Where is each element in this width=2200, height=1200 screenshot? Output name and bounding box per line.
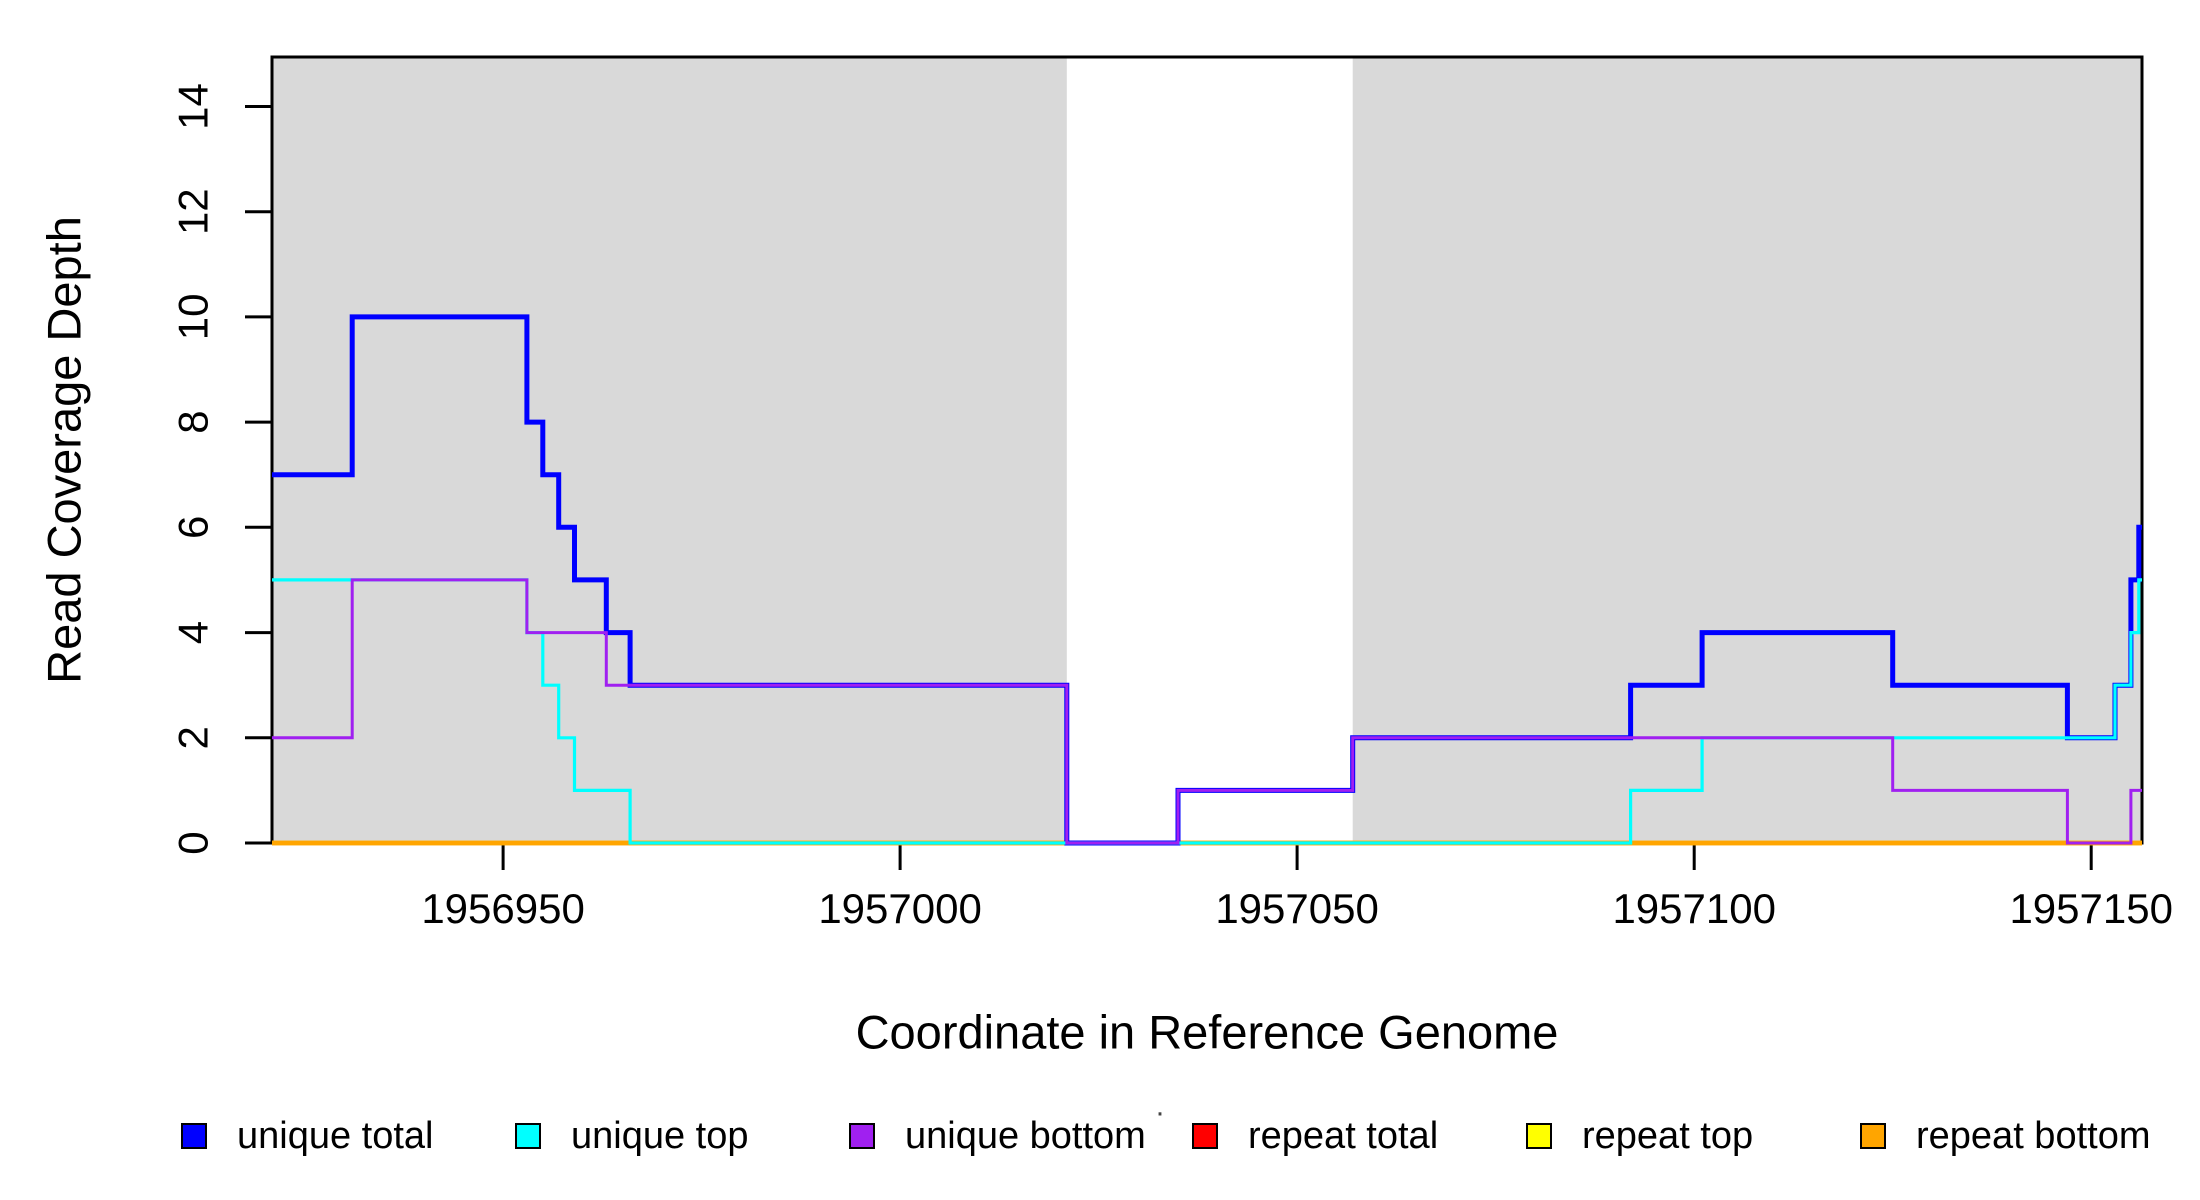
legend-label-unique-bottom: unique bottom — [905, 1114, 1146, 1157]
x-tick-label: 1956950 — [421, 885, 585, 932]
legend-label-unique-total: unique total — [237, 1114, 434, 1157]
y-tick-label: 4 — [170, 621, 217, 644]
x-tick-label: 1957100 — [1612, 885, 1776, 932]
legend-swatch-repeat-bottom — [1860, 1123, 1886, 1149]
legend-label-unique-top: unique top — [571, 1114, 749, 1157]
y-tick-label: 6 — [170, 516, 217, 539]
series-unique-bottom — [272, 578, 2142, 845]
shaded-region-right — [1352, 57, 2142, 843]
x-tick-label: 1957150 — [2009, 885, 2173, 932]
legend-label-repeat-total: repeat total — [1248, 1114, 1439, 1157]
legend-item-unique-bottom: unique bottom — [849, 1115, 1146, 1157]
legend-item-unique-total: unique total — [181, 1115, 434, 1157]
y-tick-label: 14 — [170, 83, 217, 130]
y-tick-label: 2 — [170, 726, 217, 749]
legend-item-repeat-top: repeat top — [1526, 1115, 1753, 1157]
y-axis-title: Read Coverage Depth — [37, 216, 91, 684]
legend-item-repeat-total: repeat total — [1192, 1115, 1438, 1157]
y-tick-label: 10 — [170, 294, 217, 341]
y-tick-label: 0 — [170, 831, 217, 854]
legend-swatch-unique-top — [515, 1123, 541, 1149]
legend-label-repeat-top: repeat top — [1582, 1114, 1754, 1157]
legend-label-repeat-bottom: repeat bottom — [1916, 1114, 2151, 1157]
y-tick-label: 12 — [170, 188, 217, 235]
stray-mark: · — [1155, 1096, 1165, 1129]
legend-item-repeat-bottom: repeat bottom — [1860, 1115, 2150, 1157]
x-tick-label: 1957000 — [818, 885, 982, 932]
legend-item-unique-top: unique top — [515, 1115, 749, 1157]
legend-swatch-repeat-total — [1192, 1123, 1218, 1149]
y-tick-label: 8 — [170, 410, 217, 433]
shaded-region-left — [272, 57, 1067, 843]
legend-swatch-unique-bottom — [849, 1123, 875, 1149]
legend-swatch-repeat-top — [1526, 1123, 1552, 1149]
legend-swatch-unique-total — [181, 1123, 207, 1149]
x-tick-label: 1957050 — [1215, 885, 1379, 932]
x-axis-title: Coordinate in Reference Genome — [855, 1005, 1559, 1059]
